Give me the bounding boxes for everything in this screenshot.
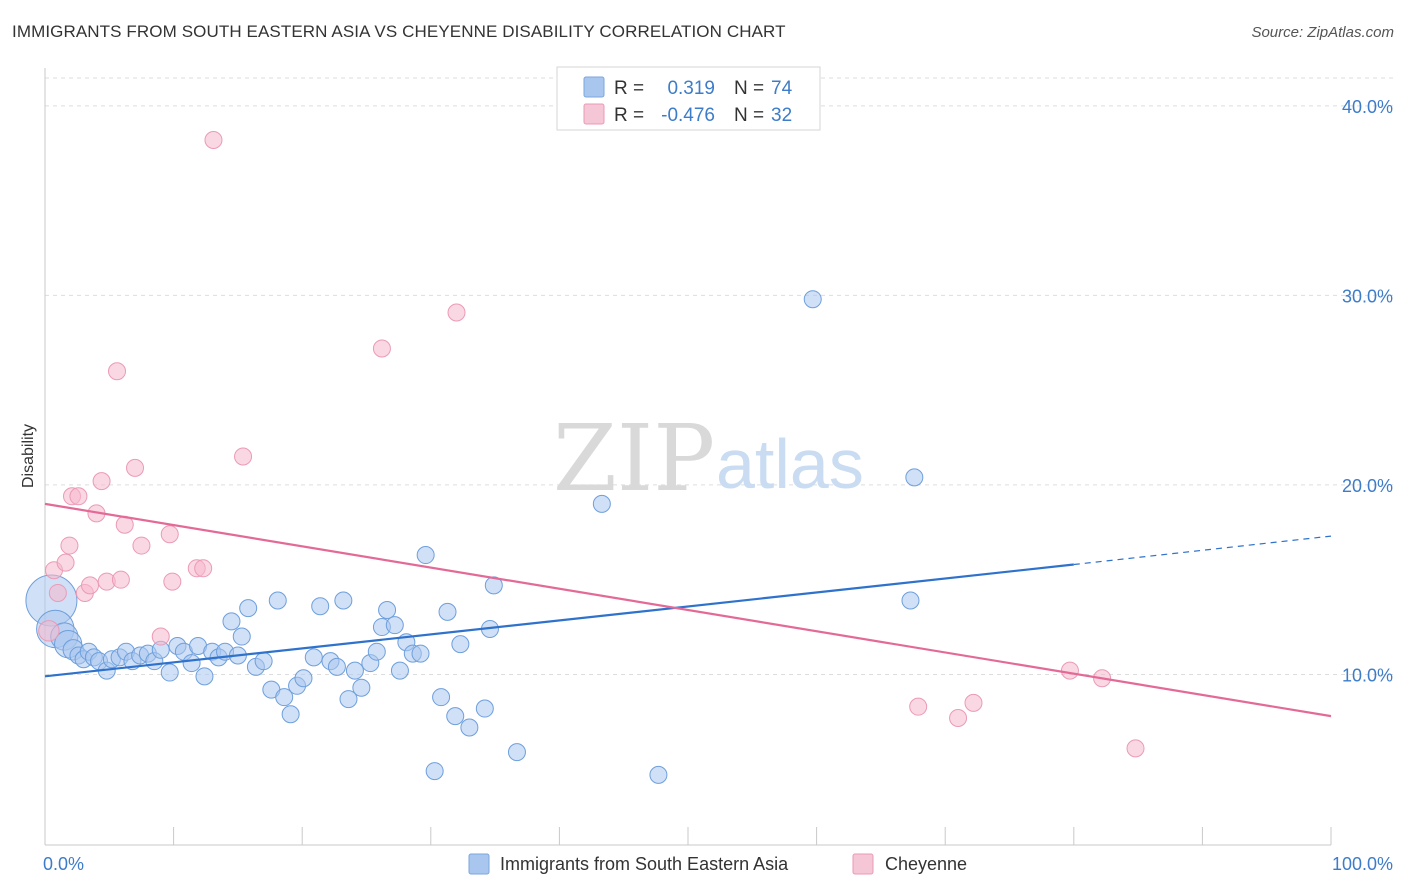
data-point-cheyenne [204,131,223,150]
series-cheyenne-points [38,131,1145,758]
data-point-immigrants [327,657,346,676]
data-point-immigrants [390,661,409,680]
data-point-cheyenne [160,525,179,544]
data-point-immigrants [905,468,924,487]
data-point-immigrants [378,601,397,620]
data-point-cheyenne [234,447,253,466]
trend-line-immigrants-extension [1073,535,1332,566]
watermark-zip: ZIP [553,405,715,512]
legend-n-value-2: 32 [771,105,792,126]
data-point-immigrants [352,678,371,697]
data-point-immigrants [446,707,465,726]
data-point-cheyenne [1126,739,1145,758]
legend-n-label-1: N = [734,78,764,99]
bottom-legend-swatch-immigrants [468,853,490,875]
trend-lines [44,502,1332,718]
bottom-legend-swatch-cheyenne [852,853,874,875]
legend-r-value-2: -0.476 [661,105,715,126]
x-tick-label-max: 100.0% [1332,854,1393,874]
data-point-immigrants [281,705,300,724]
source-label: Source: ZipAtlas.com [1251,24,1394,41]
data-point-cheyenne [48,583,67,602]
trend-line-immigrants [44,563,1074,678]
data-point-cheyenne [111,570,130,589]
data-point-cheyenne [163,572,182,591]
data-point-immigrants [160,663,179,682]
series-immigrants-points [25,290,924,784]
data-point-cheyenne [1060,661,1079,680]
legend-r-label-2: R = [614,105,644,126]
data-point-immigrants [438,602,457,621]
x-tick-label-min: 0.0% [43,854,84,874]
data-point-immigrants [432,688,451,707]
data-point-cheyenne [372,339,391,358]
data-point-cheyenne [151,627,170,646]
data-point-immigrants [254,652,273,671]
data-point-immigrants [232,627,251,646]
data-point-immigrants [182,654,201,673]
chart-title: IMMIGRANTS FROM SOUTH EASTERN ASIA VS CH… [12,22,786,41]
data-point-cheyenne [194,559,213,578]
data-point-cheyenne [69,487,88,506]
data-point-immigrants [294,669,313,688]
data-point-immigrants [803,290,822,309]
data-point-immigrants [268,591,287,610]
data-point-cheyenne [964,693,983,712]
data-point-immigrants [416,546,435,565]
y-tick-labels: 10.0% 20.0% 30.0% 40.0% [1342,97,1393,686]
y-axis-title: Disability [20,424,37,488]
data-point-cheyenne [909,697,928,716]
legend-r-label-1: R = [614,78,644,99]
data-point-immigrants [451,635,470,654]
data-point-immigrants [345,661,364,680]
data-point-immigrants [425,762,444,781]
data-point-immigrants [339,690,358,709]
data-point-immigrants [507,743,526,762]
x-ticks [44,827,1332,845]
legend: R = 0.319 N = 74 R = -0.476 N = 32 [556,66,821,131]
data-point-immigrants [304,648,323,667]
data-point-cheyenne [132,536,151,555]
data-point-immigrants [195,667,214,686]
data-point-cheyenne [447,303,466,322]
data-point-immigrants [411,644,430,663]
data-point-immigrants [649,765,668,784]
y-tick-label: 40.0% [1342,97,1393,117]
legend-swatch-immigrants [583,76,605,98]
data-point-immigrants [311,597,330,616]
data-point-cheyenne [92,472,111,491]
data-point-immigrants [385,616,404,635]
data-point-immigrants [592,494,611,513]
data-point-cheyenne [126,458,145,477]
bottom-legend-label-immigrants: Immigrants from South Eastern Asia [500,854,789,874]
y-tick-label: 30.0% [1342,286,1393,306]
data-point-immigrants [275,688,294,707]
data-point-immigrants [222,612,241,631]
gridlines [45,77,1393,675]
data-point-immigrants [475,699,494,718]
y-tick-label: 10.0% [1342,665,1393,685]
data-point-cheyenne [81,576,100,595]
legend-n-value-1: 74 [771,78,793,99]
bottom-legend: Immigrants from South Eastern Asia Cheye… [468,853,967,875]
data-point-cheyenne [56,553,75,572]
y-tick-label: 20.0% [1342,476,1393,496]
data-point-immigrants [901,591,920,610]
legend-r-value-1: 0.319 [667,78,715,99]
legend-n-label-2: N = [734,105,764,126]
data-point-immigrants [239,599,258,618]
data-point-immigrants [334,591,353,610]
data-point-cheyenne [949,709,968,728]
watermark: ZIP atlas [553,405,864,512]
data-point-immigrants [367,642,386,661]
legend-swatch-cheyenne [583,103,605,125]
data-point-cheyenne [38,620,60,642]
trend-line-cheyenne [44,502,1332,718]
bottom-legend-label-cheyenne: Cheyenne [885,854,967,874]
data-point-cheyenne [108,362,127,381]
data-point-cheyenne [60,536,79,555]
data-point-immigrants [460,718,479,737]
watermark-atlas: atlas [716,425,864,503]
